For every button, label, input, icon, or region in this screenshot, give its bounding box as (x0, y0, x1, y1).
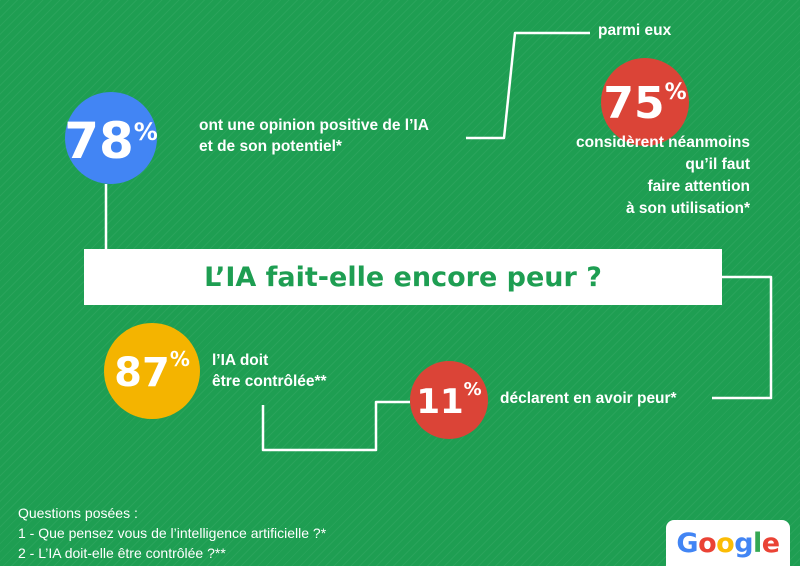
stat-11-circle: 11 % (410, 361, 488, 439)
stat-11-value: 11 (416, 382, 464, 422)
stat-78-label-line2: et de son potentiel* (199, 138, 342, 155)
google-logo-letter: l (753, 527, 762, 559)
stat-11-unit: % (463, 379, 482, 400)
stat-75-label: considèrent néanmoins qu’il faut faire a… (576, 132, 750, 220)
google-logo-letter: e (761, 527, 780, 559)
stat-75-label-line1: considèrent néanmoins (576, 134, 750, 151)
stat-75-label-line4: à son utilisation* (625, 200, 750, 217)
stat-87-unit: % (169, 347, 190, 371)
stat-75-unit: % (664, 80, 687, 105)
title-banner: L’IA fait-elle encore peur ? (84, 249, 722, 305)
stat-75-value: 75 (603, 78, 665, 129)
question-1: 1 - Que pensez vous de l’intelligence ar… (18, 525, 327, 541)
google-logo-letter: o (716, 527, 735, 559)
stat-78-label-line1: ont une opinion positive de l’IA (199, 117, 429, 134)
stat-78-unit: % (133, 118, 158, 146)
page-title: L’IA fait-elle encore peur ? (204, 261, 602, 293)
stat-87-value: 87 (114, 350, 170, 396)
stat-11-label: déclarent en avoir peur* (500, 390, 677, 407)
stat-75-label-line3: faire attention (647, 178, 750, 195)
google-logo-letter: o (698, 527, 717, 559)
question-2: 2 - L’IA doit-elle être contrôlée ?** (18, 545, 226, 561)
questions-block: Questions posées : 1 - Que pensez vous d… (18, 503, 326, 563)
stat-87-label: l’IA doit être contrôlée** (212, 350, 327, 392)
stat-75-intro: parmi eux (598, 22, 672, 39)
stat-75-label-line2: qu’il faut (685, 156, 750, 173)
google-logo-letter: G (676, 527, 699, 559)
connector-11-to-87 (261, 400, 410, 452)
connector-title-to-11 (712, 275, 773, 400)
stat-87-circle: 87 % (104, 323, 200, 419)
stat-75-circle: 75 % (601, 58, 689, 146)
connector-78-to-75 (466, 31, 590, 140)
stat-78-value: 78 (64, 112, 134, 170)
google-logo-card: Google (666, 520, 790, 566)
questions-heading: Questions posées : (18, 505, 138, 521)
stat-87-label-line2: être contrôlée** (212, 373, 327, 390)
google-logo: Google (676, 527, 780, 559)
stat-78-circle: 78 % (64, 92, 158, 184)
google-logo-letter: g (734, 527, 754, 559)
stat-78-label: ont une opinion positive de l’IA et de s… (199, 115, 429, 157)
stat-87-label-line1: l’IA doit (212, 352, 269, 369)
